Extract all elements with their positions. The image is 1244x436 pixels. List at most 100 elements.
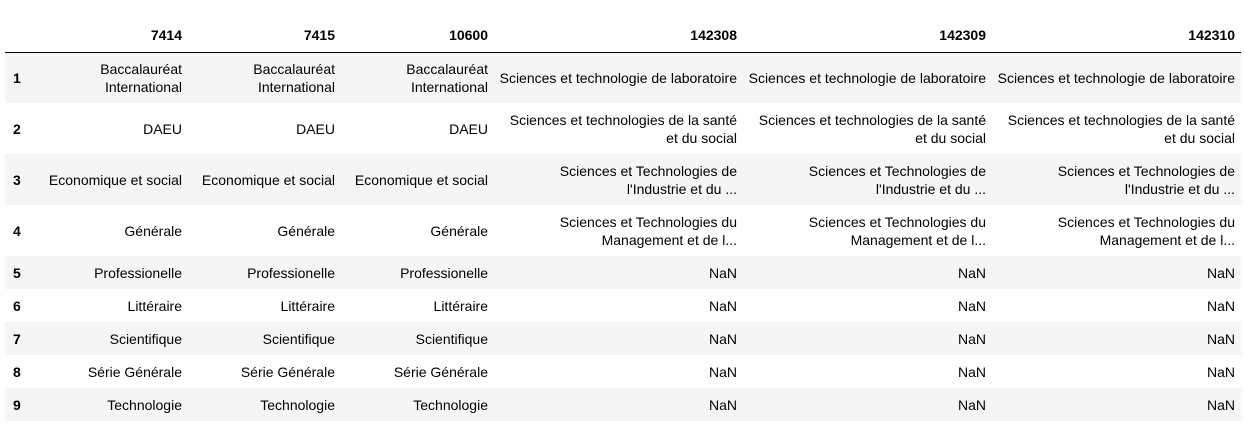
cell-text: Sciences et technologie de laboratoire	[748, 69, 986, 86]
cell-text: NaN	[708, 297, 737, 314]
table-cell: Littéraire	[188, 289, 341, 322]
cell-text: NaN	[708, 330, 737, 347]
index-header	[5, 18, 35, 53]
cell-text: Technologie	[260, 396, 335, 413]
cell-text: Littéraire	[280, 297, 335, 314]
cell-text: Générale	[277, 222, 335, 239]
cell-text: Sciences et Technologies du Management e…	[559, 213, 737, 248]
table-cell: Professionelle	[188, 256, 341, 289]
table-cell: Littéraire	[341, 289, 494, 322]
table-cell: Technologie	[35, 388, 188, 421]
table-row: 6 Littéraire Littéraire Littéraire NaN N…	[5, 289, 1241, 322]
table-cell: Série Générale	[341, 355, 494, 388]
cell-text: NaN	[708, 264, 737, 281]
table-cell: NaN	[494, 289, 743, 322]
table-cell: Scientifique	[341, 322, 494, 355]
cell-text: Professionelle	[400, 264, 488, 281]
cell-text: Professionelle	[247, 264, 335, 281]
table-row: 8 Série Générale Série Générale Série Gé…	[5, 355, 1241, 388]
column-header: 142310	[992, 18, 1241, 53]
table-cell: Générale	[35, 205, 188, 256]
table-cell: Sciences et Technologies de l'Industrie …	[494, 154, 743, 205]
table-cell: NaN	[743, 256, 992, 289]
cell-text: Scientifique	[262, 330, 335, 347]
table-cell: NaN	[743, 322, 992, 355]
cell-text: Baccalauréat International	[100, 60, 182, 95]
table-cell: Sciences et Technologies du Management e…	[992, 205, 1241, 256]
table-cell: Sciences et technologies de la santé et …	[743, 103, 992, 154]
row-index: 6	[13, 297, 21, 314]
dataframe-output: 7414 7415 10600 142308 142309 142310 1 B…	[5, 18, 1241, 421]
row-index: 9	[13, 396, 21, 413]
table-row: 9 Technologie Technologie Technologie Na…	[5, 388, 1241, 421]
row-index: 4	[13, 222, 21, 239]
cell-text: Sciences et Technologies de l'Industrie …	[808, 162, 986, 197]
cell-text: Série Générale	[393, 363, 488, 380]
table-row: 1 Baccalauréat International Baccalauréa…	[5, 52, 1241, 103]
table-cell: DAEU	[188, 103, 341, 154]
table-cell: Sciences et Technologies de l'Industrie …	[992, 154, 1241, 205]
table-cell: Sciences et Technologies du Management e…	[743, 205, 992, 256]
table-cell: NaN	[743, 388, 992, 421]
cell-text: NaN	[1206, 330, 1235, 347]
table-cell: Sciences et Technologies du Management e…	[494, 205, 743, 256]
cell-text: Sciences et technologies de la santé et …	[758, 111, 986, 146]
row-index: 1	[13, 69, 21, 86]
cell-text: Sciences et technologies de la santé et …	[1007, 111, 1235, 146]
table-cell: Economique et social	[35, 154, 188, 205]
cell-text: Sciences et technologies de la santé et …	[509, 111, 737, 146]
cell-text: DAEU	[143, 120, 182, 137]
cell-text: Série Générale	[87, 363, 182, 380]
cell-text: Sciences et Technologies de l'Industrie …	[1057, 162, 1235, 197]
row-index: 5	[13, 264, 21, 281]
table-cell: Professionelle	[341, 256, 494, 289]
cell-text: Scientifique	[415, 330, 488, 347]
cell-text: Générale	[430, 222, 488, 239]
column-header: 7415	[188, 18, 341, 53]
column-header: 10600	[341, 18, 494, 53]
cell-text: Professionelle	[94, 264, 182, 281]
table-row: 2 DAEU DAEU DAEU Sciences et technologie…	[5, 103, 1241, 154]
table-cell: Sciences et Technologies de l'Industrie …	[743, 154, 992, 205]
row-index: 2	[13, 120, 21, 137]
table-cell: Série Générale	[35, 355, 188, 388]
cell-text: NaN	[1206, 363, 1235, 380]
cell-text: NaN	[1206, 264, 1235, 281]
table-cell: Baccalauréat International	[341, 52, 494, 103]
cell-text: Baccalauréat International	[406, 60, 488, 95]
row-index: 3	[13, 171, 21, 188]
table-cell: Générale	[341, 205, 494, 256]
table-cell: Sciences et technologie de laboratoire	[743, 52, 992, 103]
table-row: 3 Economique et social Economique et soc…	[5, 154, 1241, 205]
cell-text: NaN	[957, 297, 986, 314]
cell-text: Economique et social	[354, 171, 488, 188]
table-cell: Sciences et technologie de laboratoire	[494, 52, 743, 103]
table-cell: NaN	[494, 322, 743, 355]
table-cell: Littéraire	[35, 289, 188, 322]
table-cell: Sciences et technologies de la santé et …	[494, 103, 743, 154]
cell-text: Littéraire	[127, 297, 182, 314]
table-cell: DAEU	[341, 103, 494, 154]
table-cell: Générale	[188, 205, 341, 256]
dataframe-table: 7414 7415 10600 142308 142309 142310 1 B…	[5, 18, 1241, 421]
row-index: 8	[13, 363, 21, 380]
cell-text: Série Générale	[240, 363, 335, 380]
cell-text: Technologie	[413, 396, 488, 413]
table-cell: NaN	[743, 289, 992, 322]
table-cell: DAEU	[35, 103, 188, 154]
cell-text: Baccalauréat International	[253, 60, 335, 95]
cell-text: NaN	[1206, 297, 1235, 314]
cell-text: Sciences et technologie de laboratoire	[499, 69, 737, 86]
cell-text: Scientifique	[109, 330, 182, 347]
table-cell: NaN	[743, 355, 992, 388]
cell-text: DAEU	[296, 120, 335, 137]
table-cell: Economique et social	[188, 154, 341, 205]
table-cell: NaN	[992, 388, 1241, 421]
table-cell: Technologie	[341, 388, 494, 421]
cell-text: Economique et social	[201, 171, 335, 188]
column-header: 142309	[743, 18, 992, 53]
table-header: 7414 7415 10600 142308 142309 142310	[5, 18, 1241, 53]
cell-text: Sciences et Technologies de l'Industrie …	[559, 162, 737, 197]
table-cell: NaN	[992, 289, 1241, 322]
table-cell: NaN	[992, 322, 1241, 355]
